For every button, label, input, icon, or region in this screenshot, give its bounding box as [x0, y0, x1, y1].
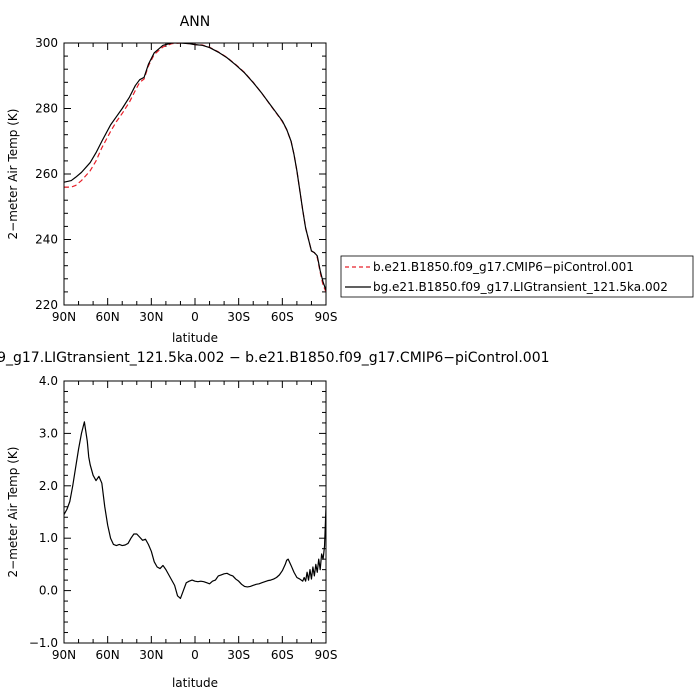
bottom-y-axis-label: 2−meter Air Temp (K) [6, 447, 20, 578]
bottom-x-tick-label: 30N [139, 648, 163, 662]
bottom-chart-title: bg.e21.B1850.f09_g17.LIGtransient_121.5k… [0, 350, 550, 366]
bottom-x-tick-label: 0 [191, 648, 199, 662]
top-series-line-1 [64, 43, 326, 291]
top-x-tick-label: 90S [315, 310, 338, 324]
bottom-plot-area: 90N 60N 30N 0 30S 60S 90S −1.0 0.0 1.0 2.0 3.0 4.0 [29, 374, 338, 662]
top-x-tick-label: 0 [191, 310, 199, 324]
legend-label-ligtransient: bg.e21.B1850.f09_g17.LIGtransient_121.5k… [373, 280, 668, 294]
top-x-tick-label: 60S [271, 310, 294, 324]
bottom-x-tick-label: 30S [227, 648, 250, 662]
top-x-tick-label: 30S [227, 310, 250, 324]
top-plot-frame [63, 42, 327, 306]
bottom-x-tick-label: 60N [96, 648, 120, 662]
top-y-tick-label: 220 [35, 298, 58, 312]
top-panel: ANN 2−meter Air Temp (K) latitude 90N 60N… [6, 14, 337, 345]
top-plot-area: 90N 60N 30N 0 30S 60S 90S 220 240 260 280 300 [35, 36, 337, 324]
top-series-line-0 [64, 43, 326, 293]
top-x-tick-label: 30N [139, 310, 163, 324]
bottom-x-tick-label: 90N [52, 648, 76, 662]
top-y-tick-label: 240 [35, 233, 58, 247]
bottom-series-line-0 [64, 421, 326, 600]
legend-box [340, 255, 694, 298]
top-y-tick-label: 300 [35, 36, 58, 50]
bottom-y-tick-label: 0.0 [39, 584, 58, 598]
top-y-axis-label: 2−meter Air Temp (K) [6, 109, 20, 240]
top-x-tick-label: 60N [96, 310, 120, 324]
top-x-tick-label: 90N [52, 310, 76, 324]
top-x-axis-label: latitude [172, 331, 218, 345]
bottom-y-tick-label: 4.0 [39, 374, 58, 388]
bottom-y-tick-label: 3.0 [39, 426, 58, 440]
legend-label-picontrol: b.e21.B1850.f09_g17.CMIP6−piControl.001 [373, 260, 634, 274]
bottom-x-axis-label: latitude [172, 676, 218, 690]
bottom-plot-frame [63, 380, 327, 644]
top-chart-title: ANN [180, 14, 211, 30]
bottom-y-tick-label: −1.0 [29, 636, 58, 650]
top-y-tick-label: 260 [35, 167, 58, 181]
top-y-tick-label: 280 [35, 102, 58, 116]
legend: b.e21.B1850.f09_g17.CMIP6−piControl.001 … [340, 255, 694, 298]
bottom-y-tick-label: 2.0 [39, 479, 58, 493]
bottom-panel: bg.e21.B1850.f09_g17.LIGtransient_121.5k… [0, 350, 550, 690]
bottom-y-tick-label: 1.0 [39, 531, 58, 545]
bottom-x-tick-label: 60S [271, 648, 294, 662]
bottom-x-tick-label: 90S [315, 648, 338, 662]
